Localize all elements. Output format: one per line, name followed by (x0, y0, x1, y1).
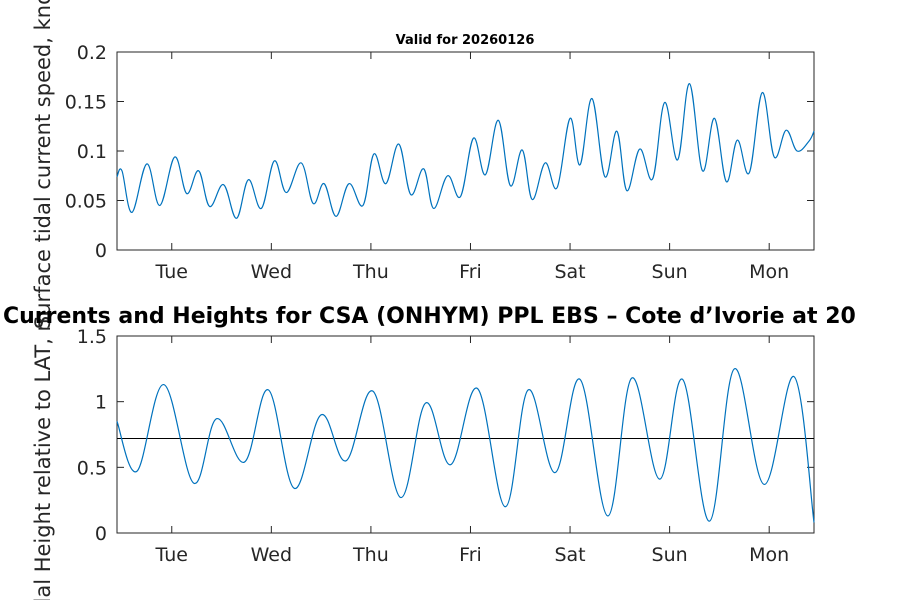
x-tick-label: Sun (652, 261, 688, 283)
y-tick-label: 0.5 (77, 457, 107, 479)
tidal-height-y-ticks: 0 0.5 1 1.5 (77, 326, 814, 545)
x-tick-label: Tue (155, 261, 188, 283)
y-tick-label: 1 (95, 392, 107, 414)
y-tick-label: 0.2 (77, 42, 107, 64)
x-tick-label: Tue (155, 544, 188, 566)
current-speed-y-axis-label: Surface tidal current speed, knots (31, 0, 55, 329)
current-speed-chart: 0 0.05 0.1 0.15 0.2 Tue Wed Thu Fri Sat Sun Mon Va… (31, 0, 815, 329)
x-tick-label: Fri (459, 544, 482, 566)
tidal-height-y-axis-label: Tidal Height relative to LAT, m (31, 311, 55, 600)
series-line (116, 83, 815, 219)
tidal-height-x-ticks: Tue Wed Thu Fri Sat Sun Mon (155, 336, 789, 566)
tidal-height-plot-area (116, 335, 815, 534)
x-tick-label: Mon (749, 544, 789, 566)
current-speed-title: Valid for 20260126 (396, 33, 535, 48)
x-tick-label: Sun (652, 544, 688, 566)
tidal-height-series (116, 368, 815, 523)
x-tick-label: Thu (352, 261, 389, 283)
y-tick-label: 0.1 (77, 141, 107, 163)
y-tick-label: 0 (95, 240, 107, 262)
y-tick-label: 0.05 (65, 191, 107, 213)
x-tick-label: Mon (749, 261, 789, 283)
tidal-height-chart: 0 0.5 1 1.5 Tue Wed Thu Fri Sat Sun Mon Tidal Hei… (31, 311, 815, 600)
x-tick-label: Wed (251, 261, 292, 283)
y-tick-label: 0 (95, 523, 107, 545)
y-tick-label: 1.5 (77, 326, 107, 348)
current-speed-series (116, 83, 815, 219)
x-tick-label: Fri (459, 261, 482, 283)
series-line (116, 368, 815, 523)
current-speed-plot-area (116, 51, 815, 251)
current-speed-x-ticks: Tue Wed Thu Fri Sat Sun Mon (155, 52, 789, 283)
x-tick-label: Sat (554, 261, 585, 283)
x-tick-label: Sat (554, 544, 585, 566)
current-speed-y-ticks: 0 0.05 0.1 0.15 0.2 (65, 42, 814, 262)
tidal-height-title: Currents and Heights for CSA (ONHYM) PPL… (3, 304, 856, 329)
x-tick-label: Wed (251, 544, 292, 566)
y-tick-label: 0.15 (65, 92, 107, 114)
x-tick-label: Thu (352, 544, 389, 566)
